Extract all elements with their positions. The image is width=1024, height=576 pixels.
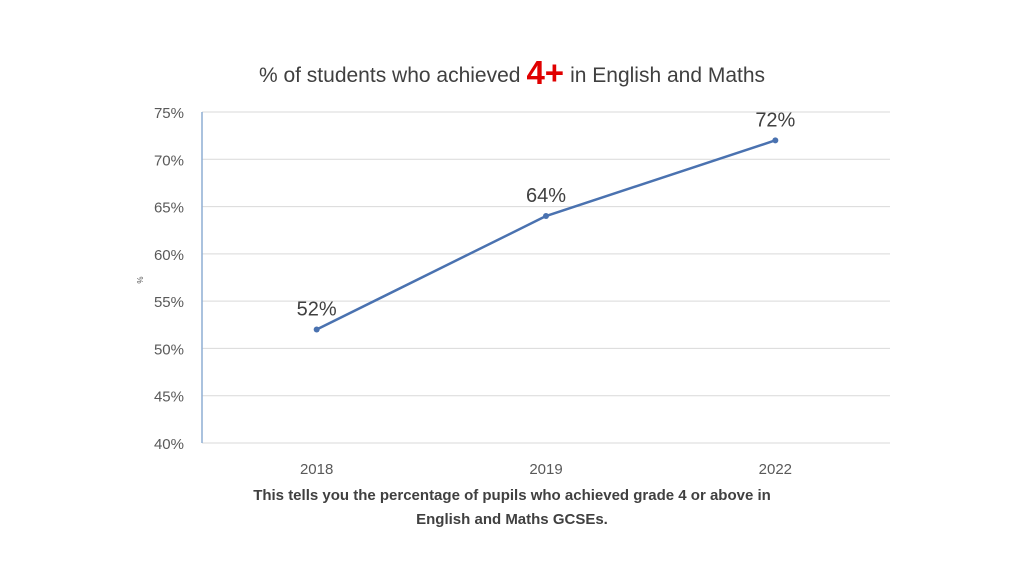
labels: 40% 45% 50% 55% 60% 65% 70% 75%% 2018 2019 2022 52%…: [136, 105, 796, 478]
y-tick-label: 50%: [154, 341, 184, 358]
series: [313, 137, 779, 333]
chart-title-prefix: % of students who achieved: [258, 64, 521, 87]
axes: [201, 112, 890, 444]
data-point: [313, 326, 320, 333]
chart-title-suffix: in English and Maths: [570, 64, 766, 87]
y-tick-label: 55%: [154, 294, 184, 311]
y-tick-label: 70%: [154, 152, 184, 169]
chart-caption: This tells you the percentage of pupils …: [0, 484, 1024, 532]
caption-line-2: English and Maths GCSEs.: [416, 511, 608, 528]
y-tick-label: 40%: [154, 436, 184, 453]
x-tick-label: 2018: [300, 461, 333, 478]
x-tick-label: 2022: [759, 461, 792, 478]
gridlines: [202, 111, 890, 397]
caption-line-1: This tells you the percentage of pupils …: [253, 487, 771, 504]
data-label: 72%: [755, 109, 795, 131]
data-point: [772, 137, 779, 144]
chart-title-highlight: 4+: [526, 54, 565, 91]
data-label: 52%: [297, 299, 337, 321]
y-tick-label: 75%: [154, 105, 184, 122]
data-label: 64%: [526, 185, 566, 207]
chart-title: % of students who achieved 4+ in English a…: [0, 54, 1024, 92]
y-tick-label: 60%: [154, 247, 184, 264]
y-tick-label: 45%: [154, 389, 184, 406]
data-point: [543, 213, 549, 220]
y-tick-label: 65%: [154, 200, 184, 217]
y-axis-label: %: [136, 276, 145, 283]
x-tick-label: 2019: [529, 461, 562, 478]
